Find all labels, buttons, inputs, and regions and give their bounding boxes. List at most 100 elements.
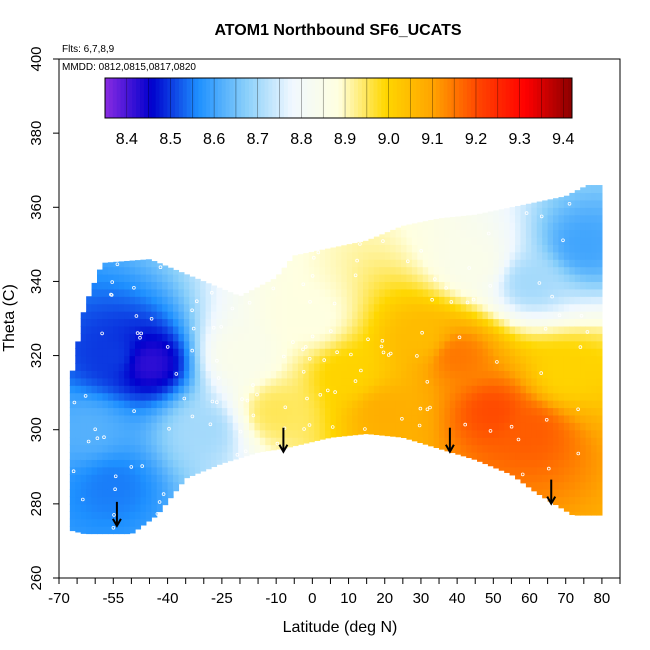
- heatmap-cell: [232, 451, 239, 460]
- heatmap-cell: [509, 414, 516, 423]
- heatmap-cell: [515, 236, 522, 245]
- heatmap-cell: [243, 370, 250, 379]
- heatmap-cell: [536, 385, 543, 394]
- heatmap-cell: [477, 362, 484, 371]
- heatmap-cell: [135, 318, 142, 327]
- heatmap-cell: [406, 236, 413, 245]
- heatmap-cell: [281, 414, 288, 423]
- heatmap-cell: [254, 400, 261, 409]
- heatmap-cell: [151, 503, 158, 512]
- heatmap-cell: [406, 224, 413, 231]
- heatmap-cell: [466, 444, 473, 453]
- heatmap-cell: [460, 437, 467, 446]
- heatmap-cell: [525, 407, 532, 416]
- heatmap-cell: [346, 266, 353, 275]
- heatmap-cell: [547, 325, 554, 334]
- heatmap-cell: [281, 392, 288, 401]
- heatmap-cell: [542, 392, 549, 401]
- heatmap-cell: [75, 444, 82, 453]
- heatmap-cell: [140, 437, 147, 446]
- heatmap-cell: [482, 281, 489, 290]
- heatmap-cell: [563, 444, 570, 453]
- heatmap-cell: [145, 377, 152, 386]
- heatmap-cell: [254, 296, 261, 305]
- heatmap-cell: [227, 325, 234, 334]
- heatmap-cell: [558, 222, 565, 231]
- heatmap-cell: [439, 362, 446, 371]
- heatmap-cell: [493, 459, 500, 468]
- heatmap-cell: [569, 481, 576, 490]
- heatmap-cell: [460, 229, 467, 238]
- heatmap-cell: [352, 400, 359, 409]
- heatmap-cell: [422, 422, 429, 431]
- heatmap-cell: [591, 311, 598, 320]
- colorbar-swatch: [494, 78, 499, 118]
- heatmap-cell: [406, 259, 413, 268]
- heatmap-cell: [330, 429, 337, 438]
- heatmap-cell: [542, 340, 549, 349]
- heatmap-cell: [471, 274, 478, 283]
- sample-point: [307, 423, 312, 427]
- heatmap-cell: [477, 244, 484, 253]
- heatmap-cell: [281, 444, 288, 449]
- heatmap-cell: [173, 303, 180, 312]
- heatmap-cell: [194, 348, 201, 357]
- heatmap-cell: [498, 311, 505, 320]
- heatmap-cell: [363, 244, 370, 253]
- heatmap-cell: [129, 422, 136, 431]
- heatmap-cell: [265, 377, 272, 386]
- heatmap-cell: [102, 288, 109, 297]
- heatmap-cell: [124, 451, 131, 460]
- heatmap-cell: [417, 400, 424, 409]
- heatmap-cell: [547, 377, 554, 386]
- colorbar-swatch: [439, 78, 445, 118]
- heatmap-cell: [449, 318, 456, 327]
- sample-point: [539, 371, 543, 375]
- heatmap-cell: [363, 414, 370, 423]
- heatmap-cell: [417, 318, 424, 327]
- heatmap-cell: [542, 496, 549, 499]
- heatmap-cell: [520, 207, 527, 216]
- heatmap-cell: [75, 414, 82, 423]
- heatmap-cell: [428, 414, 435, 423]
- colorbar-swatch: [280, 78, 285, 118]
- heatmap-cell: [200, 392, 207, 401]
- heatmap-cell: [482, 348, 489, 357]
- heatmap-cell: [536, 229, 543, 238]
- heatmap-cell: [482, 392, 489, 401]
- heatmap-cell: [335, 296, 342, 305]
- heatmap-cell: [303, 407, 310, 416]
- heatmap-cell: [319, 249, 326, 253]
- heatmap-cell: [466, 400, 473, 409]
- heatmap-cell: [515, 444, 522, 453]
- heatmap-cell: [417, 355, 424, 364]
- heatmap-cell: [167, 437, 174, 446]
- heatmap-cell: [504, 392, 511, 401]
- heatmap-cell: [401, 318, 408, 327]
- heatmap-cell: [276, 274, 283, 283]
- heatmap-cell: [270, 318, 277, 327]
- heatmap-cell: [547, 407, 554, 416]
- heatmap-cell: [162, 377, 169, 386]
- heatmap-cell: [151, 437, 158, 446]
- heatmap-cell: [216, 325, 223, 334]
- heatmap-cell: [493, 370, 500, 379]
- heatmap-cell: [227, 318, 234, 327]
- heatmap-cell: [145, 318, 152, 327]
- heatmap-cell: [401, 340, 408, 349]
- heatmap-cell: [357, 251, 364, 260]
- heatmap-cell: [498, 444, 505, 453]
- heatmap-cell: [433, 288, 440, 297]
- heatmap-cell: [553, 311, 560, 320]
- heatmap-cell: [368, 274, 375, 283]
- heatmap-cell: [341, 429, 348, 437]
- heatmap-cell: [151, 481, 158, 490]
- sample-point: [358, 242, 362, 246]
- heatmap-cell: [249, 377, 256, 386]
- heatmap-cell: [553, 214, 560, 223]
- sample-point: [109, 292, 113, 297]
- heatmap-cell: [373, 370, 380, 379]
- heatmap-cell: [243, 429, 250, 438]
- heatmap-cell: [189, 370, 196, 379]
- heatmap-cell: [254, 414, 261, 423]
